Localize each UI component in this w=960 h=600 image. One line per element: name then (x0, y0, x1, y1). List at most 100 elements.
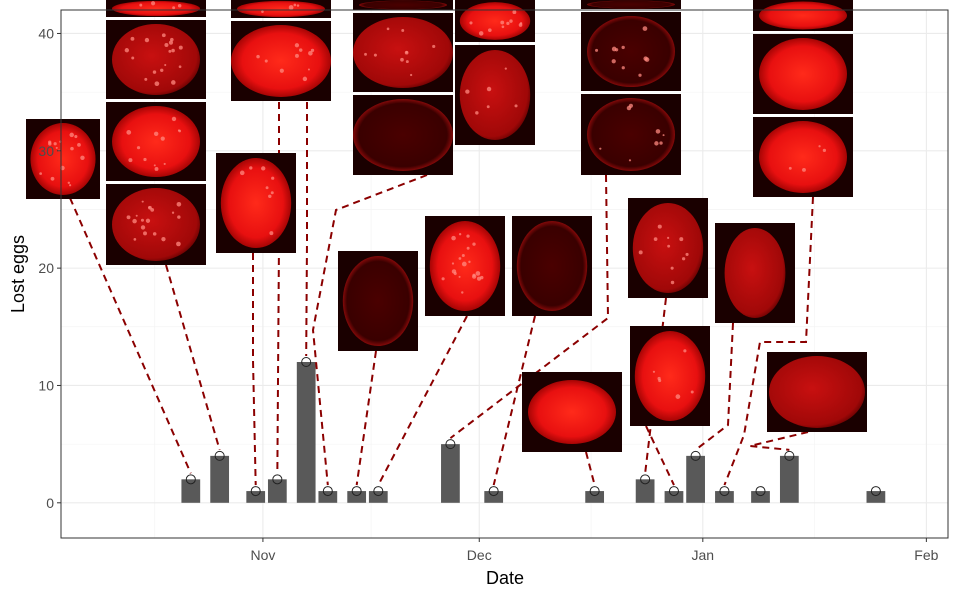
egg-granule (136, 146, 141, 150)
bar (318, 491, 338, 503)
egg-granule (667, 244, 671, 248)
egg-shape (112, 23, 200, 96)
x-axis-title: Date (486, 568, 524, 588)
egg-granule (614, 48, 619, 52)
egg-granule (405, 60, 409, 64)
egg-granule (655, 129, 661, 134)
leader-line (165, 264, 221, 451)
egg-granule (466, 246, 470, 250)
egg-granule (140, 218, 144, 222)
egg-micrograph (425, 216, 505, 316)
point-marker (784, 450, 795, 461)
egg-micrograph (455, 0, 535, 42)
egg-granule (126, 215, 131, 220)
egg-granule (153, 164, 156, 167)
egg-granule (170, 37, 174, 42)
egg-granule (139, 3, 143, 7)
egg-shape (237, 0, 325, 18)
egg-granule (514, 104, 518, 108)
egg-granule (171, 80, 176, 85)
leader-line (723, 196, 814, 486)
x-tick-label: Feb (914, 547, 938, 563)
egg-granule (599, 147, 602, 150)
panel-border (60, 9, 949, 539)
egg-granule (265, 186, 269, 190)
egg-granule (400, 57, 404, 62)
egg-micrograph (216, 153, 296, 253)
x-tick-label: Dec (467, 547, 492, 563)
egg-shape (112, 188, 200, 261)
leader-lines-layer (69, 102, 814, 486)
egg-granule (177, 215, 181, 219)
bar (715, 491, 734, 503)
egg-granule (80, 155, 85, 161)
egg-shape (724, 228, 786, 318)
egg-micrograph (630, 326, 710, 426)
egg-granule (271, 176, 275, 180)
egg-granule (486, 86, 492, 92)
egg-granule (176, 241, 181, 247)
egg-granule (239, 170, 245, 176)
egg-granule (644, 57, 650, 62)
egg-granule (310, 48, 315, 53)
egg-granule (168, 49, 172, 53)
egg-micrograph (512, 216, 592, 316)
egg-shape (342, 256, 414, 346)
point-marker (301, 357, 312, 367)
egg-micrograph (455, 45, 535, 145)
egg-micrograph (106, 102, 206, 181)
egg-shape (759, 38, 847, 110)
egg-granule (143, 231, 147, 236)
egg-granule (152, 70, 157, 74)
bar (347, 491, 367, 503)
egg-shape (769, 356, 865, 428)
bar (686, 455, 705, 503)
markers-layer (185, 357, 881, 497)
egg-micrograph (628, 198, 708, 298)
bars-layer (181, 362, 886, 503)
leader-line (311, 174, 428, 486)
egg-shape (587, 0, 675, 9)
egg-micrograph (26, 119, 100, 199)
egg-granule (261, 166, 266, 171)
egg-micrograph (231, 21, 331, 101)
point-marker (719, 486, 730, 497)
egg-granule (171, 48, 175, 53)
bar (664, 491, 684, 503)
egg-granule (461, 291, 464, 294)
egg-granule (621, 66, 625, 70)
egg-micrograph (231, 0, 331, 18)
egg-granule (657, 224, 662, 229)
egg-granule (168, 40, 174, 45)
egg-micrograph (353, 95, 453, 175)
leader-line (69, 197, 192, 474)
egg-granule (466, 234, 470, 238)
egg-granule (39, 172, 42, 175)
egg-granule (143, 157, 147, 162)
leader-line (377, 315, 468, 486)
egg-granule (154, 167, 159, 171)
egg-granule (148, 205, 152, 210)
point-marker (351, 486, 362, 497)
egg-micrograph (753, 0, 853, 31)
egg-shape (632, 203, 704, 293)
egg-granule (653, 237, 658, 241)
egg-shape (528, 380, 616, 444)
bar (585, 491, 605, 503)
egg-granule (458, 275, 461, 278)
egg-granule (141, 200, 144, 203)
egg-granule (506, 21, 510, 25)
egg-granule (441, 277, 445, 281)
egg-granule (135, 214, 138, 217)
egg-granule (140, 225, 146, 230)
egg-granule (144, 37, 150, 43)
egg-granule (465, 89, 470, 94)
egg-granule (145, 218, 151, 223)
egg-granule (261, 10, 264, 13)
egg-granule (164, 63, 167, 67)
egg-granule (308, 50, 313, 56)
egg-granule (133, 238, 137, 241)
egg-micrograph (581, 12, 681, 91)
egg-granule (595, 48, 599, 52)
